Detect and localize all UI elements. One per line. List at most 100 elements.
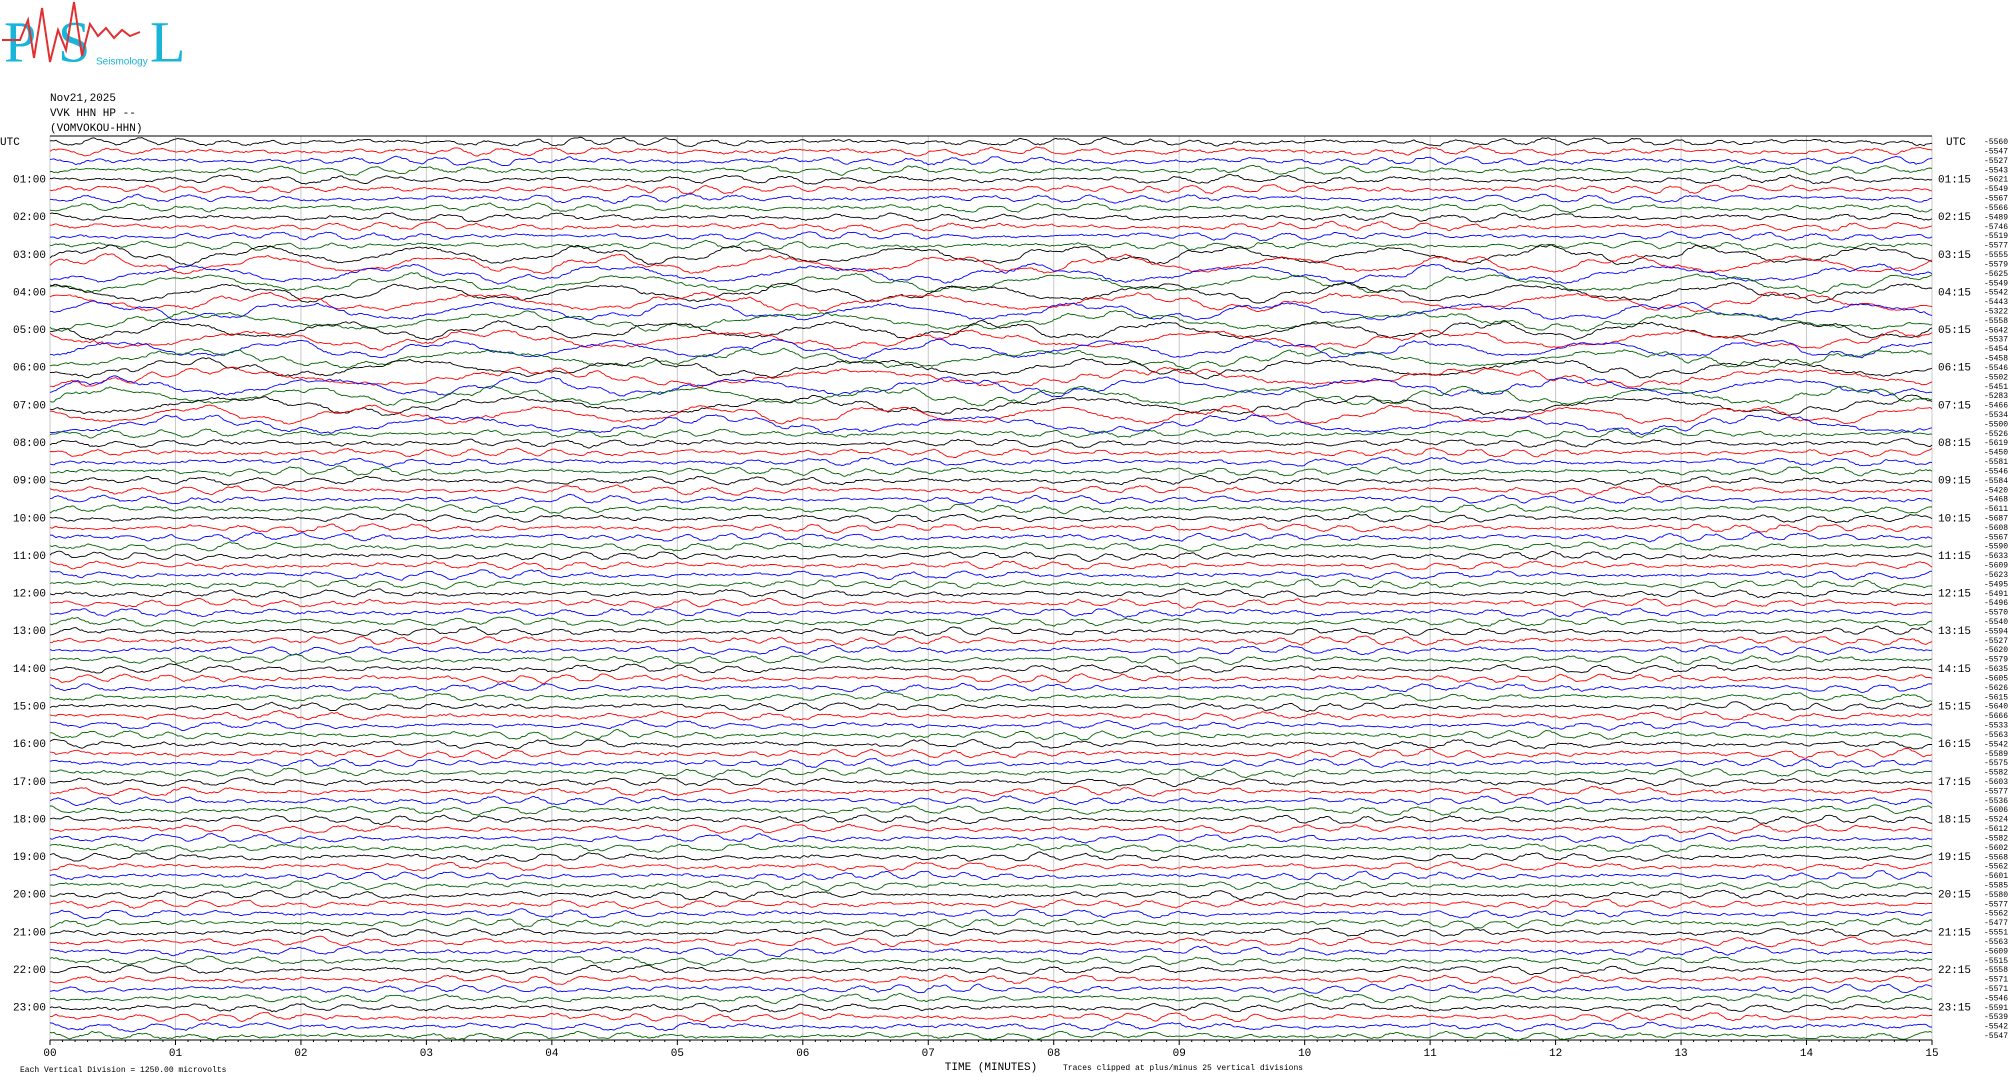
right-time: 21:15 (1938, 927, 1971, 939)
x-tick-label: 11 (1424, 1048, 1438, 1060)
trace-offset: -5502 (1984, 373, 2008, 382)
trace (49, 880, 1933, 892)
trace (49, 531, 1933, 543)
trace-offset: -5549 (1984, 279, 2008, 288)
trace (49, 851, 1933, 863)
trace-offset: -5546 (1984, 994, 2008, 1003)
trace-offset: -5585 (1984, 881, 2008, 890)
trace-offset: -5640 (1984, 703, 2008, 712)
trace-offset: -5542 (1984, 740, 2008, 749)
trace-offset: -5534 (1984, 411, 2008, 420)
x-tick-label: 09 (1173, 1048, 1186, 1060)
trace-offset: -5536 (1984, 797, 2008, 806)
trace (49, 889, 1933, 901)
trace-offset: -5549 (1984, 185, 2008, 194)
left-time: 10:00 (13, 513, 46, 525)
trace (49, 701, 1933, 712)
trace (49, 385, 1933, 407)
right-time: 18:15 (1938, 814, 1971, 826)
trace-offset: -5571 (1984, 985, 2008, 994)
trace (49, 945, 1933, 957)
left-time: 12:00 (13, 589, 46, 601)
trace-offset: -5589 (1984, 750, 2008, 759)
trace-offset: -5547 (1984, 1032, 2008, 1041)
trace (49, 625, 1933, 637)
trace (49, 588, 1933, 599)
left-time: 20:00 (13, 890, 46, 902)
right-time: 15:15 (1938, 702, 1971, 714)
trace-offset: -5451 (1984, 383, 2008, 392)
trace-offset: -5590 (1984, 543, 2008, 552)
left-time: 23:00 (13, 1003, 46, 1015)
left-time: 15:00 (13, 702, 46, 714)
grid (49, 136, 1933, 1040)
trace-offset: -5609 (1984, 562, 2008, 571)
trace-offset: -5560 (1984, 138, 2008, 147)
trace (49, 983, 1933, 994)
trace (49, 719, 1933, 732)
trace (49, 1002, 1932, 1013)
trace (49, 375, 1933, 398)
left-time: 08:00 (13, 438, 46, 450)
trace (49, 569, 1933, 581)
left-time: 05:00 (13, 325, 46, 337)
trace-offset: -5577 (1984, 787, 2008, 796)
trace-offset: -5619 (1984, 439, 2008, 448)
trace (49, 758, 1933, 769)
trace (49, 663, 1933, 675)
trace (49, 738, 1933, 750)
trace (49, 447, 1933, 458)
trace (49, 484, 1933, 496)
trace-offset: -5623 (1984, 571, 2008, 580)
right-time: 19:15 (1938, 852, 1971, 864)
trace (49, 795, 1933, 806)
trace (49, 503, 1933, 515)
trace-offset: -5612 (1984, 825, 2008, 834)
trace (49, 935, 1933, 948)
trace (50, 230, 1933, 242)
trace-offset: -5542 (1984, 289, 2008, 298)
trace (49, 523, 1933, 534)
trace-offset: -5606 (1984, 806, 2008, 815)
trace (50, 1011, 1932, 1023)
trace (49, 465, 1933, 477)
trace (49, 908, 1933, 919)
trace (49, 917, 1933, 929)
trace-offset: -5579 (1984, 656, 2008, 665)
trace-offset: -5539 (1984, 1013, 2008, 1022)
trace-offset: -5579 (1984, 260, 2008, 269)
trace-offset: -5615 (1984, 693, 2008, 702)
trace-offset: -5591 (1984, 1004, 2008, 1013)
left-time: 21:00 (13, 927, 46, 939)
trace (49, 404, 1933, 425)
trace-offset: -5584 (1984, 477, 2008, 486)
x-tick-label: 10 (1298, 1048, 1311, 1060)
right-time: 04:15 (1938, 287, 1971, 299)
trace-offset: -5666 (1984, 712, 2008, 721)
trace-offset: -5582 (1984, 834, 2008, 843)
trace-offset: -5575 (1984, 759, 2008, 768)
trace-offset: -5495 (1984, 580, 2008, 589)
trace (49, 964, 1932, 976)
trace-offset: -5611 (1984, 505, 2008, 514)
trace-offset: -5602 (1984, 844, 2008, 853)
trace (49, 291, 1933, 313)
trace (49, 728, 1933, 741)
trace-offset: -5563 (1984, 731, 2008, 740)
right-time: 09:15 (1938, 476, 1971, 488)
right-time: 22:15 (1938, 965, 1971, 977)
trace-offset: -5322 (1984, 307, 2008, 316)
right-time: 05:15 (1938, 325, 1971, 337)
trace (49, 785, 1933, 797)
x-tick-label: 14 (1800, 1048, 1814, 1060)
trace-offset: -5533 (1984, 722, 2008, 731)
x-tick-label: 13 (1674, 1048, 1687, 1060)
trace-offset: -5551 (1984, 929, 2008, 938)
trace-offset: -5626 (1984, 684, 2008, 693)
trace-offset: -5577 (1984, 900, 2008, 909)
trace-offset: -5567 (1984, 533, 2008, 542)
trace (49, 541, 1933, 552)
trace (49, 202, 1933, 214)
